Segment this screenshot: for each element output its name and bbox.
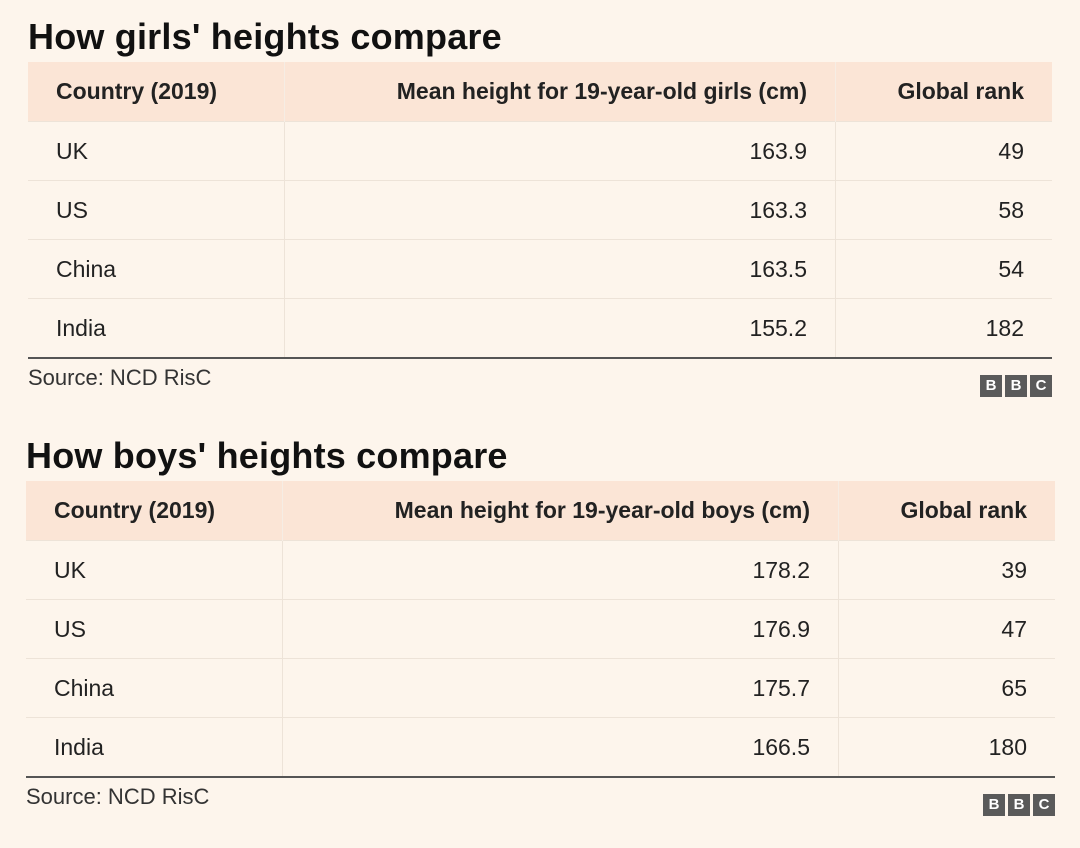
boys-heights-section: How boys' heights compare Country (2019)… [26, 433, 1055, 816]
source-note: Source: NCD RisC [28, 365, 212, 390]
rank-cell: 65 [838, 658, 1055, 718]
bbc-logo: B B C [983, 794, 1055, 816]
rank-cell: 54 [835, 239, 1052, 299]
logo-letter: B [983, 794, 1005, 816]
table-header-row: Country (2019) Mean height for 19-year-o… [26, 481, 1055, 541]
height-cell: 176.9 [282, 599, 839, 659]
table-row: UK 178.2 39 [26, 540, 1055, 600]
country-cell: UK [26, 540, 283, 600]
table-row: India 166.5 180 [26, 717, 1055, 777]
height-cell: 163.9 [284, 121, 836, 181]
column-header-country: Country (2019) [26, 481, 283, 541]
country-cell: UK [28, 121, 285, 181]
country-cell: China [28, 239, 285, 299]
height-cell: 163.5 [284, 239, 836, 299]
girls-table-title: How girls' heights compare [28, 16, 502, 57]
table-row: India 155.2 182 [28, 298, 1052, 358]
table-header-row: Country (2019) Mean height for 19-year-o… [28, 62, 1052, 122]
logo-letter: B [980, 375, 1002, 397]
source-note: Source: NCD RisC [26, 784, 210, 809]
table-row: China 163.5 54 [28, 239, 1052, 299]
rank-cell: 49 [835, 121, 1052, 181]
country-cell: India [28, 298, 285, 358]
girls-heights-section: How girls' heights compare Country (2019… [28, 14, 1052, 397]
logo-letter: B [1005, 375, 1027, 397]
rank-cell: 39 [838, 540, 1055, 600]
height-cell: 178.2 [282, 540, 839, 600]
logo-letter: C [1030, 375, 1052, 397]
rank-cell: 58 [835, 180, 1052, 240]
rank-cell: 180 [838, 717, 1055, 777]
logo-letter: C [1033, 794, 1055, 816]
rank-cell: 47 [838, 599, 1055, 659]
column-header-height: Mean height for 19-year-old girls (cm) [284, 62, 836, 122]
boys-table-footer: Source: NCD RisC B B C [26, 778, 1055, 816]
table-row: US 176.9 47 [26, 599, 1055, 659]
country-cell: China [26, 658, 283, 718]
boys-heights-table: Country (2019) Mean height for 19-year-o… [26, 481, 1055, 778]
table-row: UK 163.9 49 [28, 121, 1052, 181]
column-header-country: Country (2019) [28, 62, 285, 122]
logo-letter: B [1008, 794, 1030, 816]
height-cell: 175.7 [282, 658, 839, 718]
girls-table-footer: Source: NCD RisC B B C [28, 359, 1052, 397]
country-cell: India [26, 717, 283, 777]
height-cell: 163.3 [284, 180, 836, 240]
column-header-rank: Global rank [897, 78, 1024, 104]
table-row: China 175.7 65 [26, 658, 1055, 718]
rank-cell: 182 [835, 298, 1052, 358]
height-cell: 166.5 [282, 717, 839, 777]
column-header-height: Mean height for 19-year-old boys (cm) [282, 481, 839, 541]
girls-heights-table: Country (2019) Mean height for 19-year-o… [28, 62, 1052, 359]
height-cell: 155.2 [284, 298, 836, 358]
table-row: US 163.3 58 [28, 180, 1052, 240]
country-cell: US [28, 180, 285, 240]
bbc-logo: B B C [980, 375, 1052, 397]
boys-table-title: How boys' heights compare [26, 435, 508, 476]
column-header-rank: Global rank [900, 497, 1027, 523]
country-cell: US [26, 599, 283, 659]
